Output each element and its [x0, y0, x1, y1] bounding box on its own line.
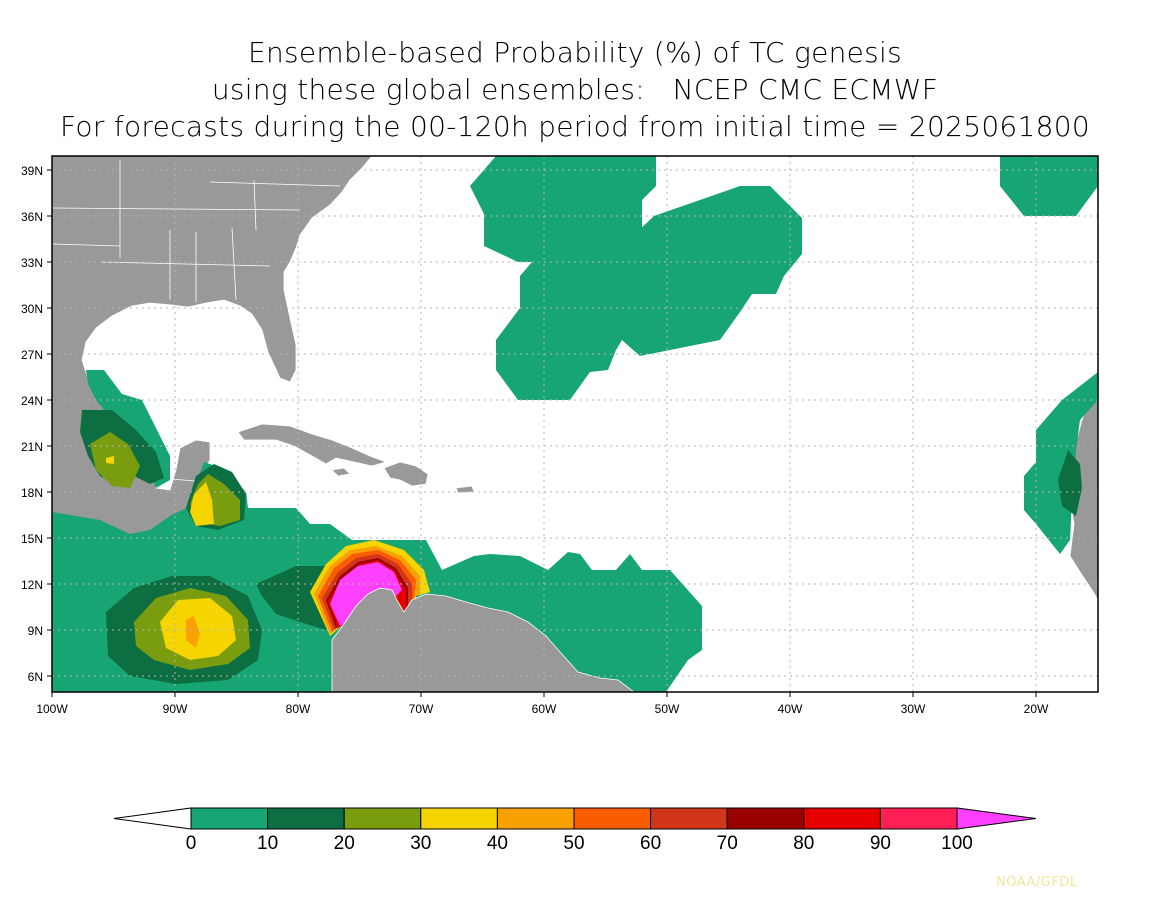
- colorbar-bin: [650, 807, 728, 830]
- lon-label: 80W: [286, 702, 311, 716]
- probability-fills: [52, 156, 1098, 692]
- lon-label: 70W: [409, 702, 434, 716]
- colorbar-label: 90: [870, 833, 891, 854]
- lat-label: 15N: [21, 532, 43, 546]
- lon-label: 50W: [655, 702, 680, 716]
- prob-region-east-atlantic: [1000, 156, 1098, 216]
- lon-label: 90W: [163, 702, 188, 716]
- title-line-2: using these global ensembles: NCEP CMC E…: [211, 73, 939, 106]
- prob-region-africa-10: [1058, 450, 1082, 516]
- lon-label: 100W: [36, 702, 68, 716]
- colorbar-arrow-low: [113, 807, 192, 830]
- prob-region-atlantic-north: [470, 156, 802, 400]
- colorbar-label: 70: [717, 833, 738, 854]
- lat-label: 39N: [21, 164, 43, 178]
- lat-label: 30N: [21, 302, 43, 316]
- map-area: [52, 156, 1098, 692]
- colorbar-bin: [573, 807, 652, 830]
- lat-label: 27N: [21, 348, 43, 362]
- prob-region-honduras-30: [190, 482, 214, 526]
- colorbar-arrow-high: [956, 807, 1037, 830]
- lat-axis: 39N 36N 33N 30N 27N 24N 21N 18N 15N 12N …: [21, 164, 52, 684]
- lat-label: 12N: [21, 578, 43, 592]
- jamaica-land: [331, 467, 351, 477]
- colorbar-label: 30: [410, 833, 431, 854]
- prob-region-gulf-20: [90, 432, 140, 488]
- cuba-land: [237, 423, 388, 467]
- lon-label: 30W: [901, 702, 926, 716]
- lat-label: 24N: [21, 394, 43, 408]
- credit-text: NOAA/GFDL: [996, 875, 1078, 890]
- title-line-1: Ensemble-based Probability (%) of TC gen…: [247, 36, 903, 69]
- colorbar-bin: [190, 807, 269, 830]
- colorbar-bin: [420, 807, 498, 830]
- colorbar-bin: [343, 807, 422, 830]
- colorbar-bin: [803, 807, 881, 830]
- colorbar-label: 20: [334, 833, 355, 854]
- south-america-overlay: [331, 587, 635, 692]
- colorbar-label: 50: [563, 833, 584, 854]
- lat-label: 36N: [21, 210, 43, 224]
- colorbar-bin: [496, 807, 575, 830]
- lat-label: 18N: [21, 486, 43, 500]
- lat-label: 33N: [21, 256, 43, 270]
- colorbar-label: 100: [941, 833, 973, 854]
- lat-label: 6N: [28, 670, 43, 684]
- colorbar-label: 0: [186, 833, 197, 854]
- colorbar-label: 60: [640, 833, 661, 854]
- title-line-3: For forecasts during the 00-120h period …: [59, 110, 1091, 143]
- colorbar-label: 80: [793, 833, 814, 854]
- map-frame: [51, 155, 1099, 693]
- graticule: [52, 156, 1098, 692]
- colorbar: 0 10 20 30 40 50 60 70 80 90 100: [113, 807, 1037, 854]
- lon-label: 40W: [778, 702, 803, 716]
- lat-label: 21N: [21, 440, 43, 454]
- colorbar-bin: [267, 807, 345, 830]
- lon-label: 20W: [1024, 702, 1049, 716]
- colorbar-bin: [726, 807, 805, 830]
- hispaniola-land: [383, 461, 429, 487]
- lon-axis: 100W 90W 80W 70W 60W 50W 40W 30W 20W: [36, 692, 1049, 716]
- colorbar-bin: [879, 807, 958, 830]
- prob-region-pacific-40: [186, 616, 200, 648]
- lon-label: 60W: [532, 702, 557, 716]
- prob-region-africa-coast: [1024, 370, 1098, 554]
- lat-label: 9N: [28, 624, 43, 638]
- prob-region-colombia-100: [330, 562, 402, 626]
- prob-region-gulf-30: [106, 456, 114, 464]
- colorbar-label: 10: [257, 833, 278, 854]
- colorbar-label: 40: [487, 833, 508, 854]
